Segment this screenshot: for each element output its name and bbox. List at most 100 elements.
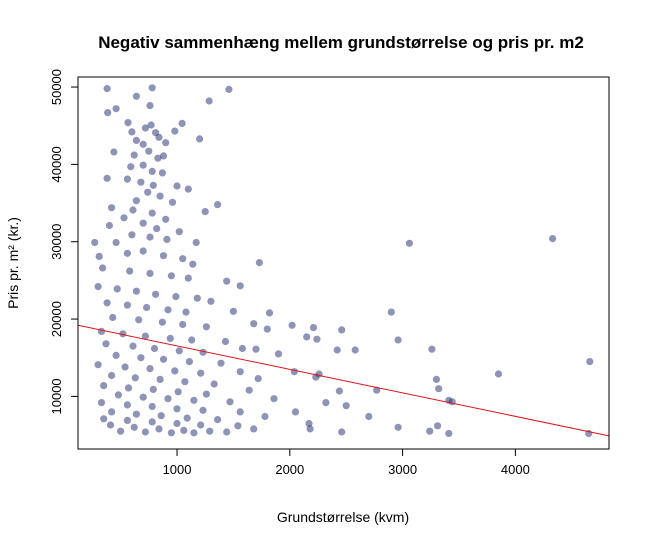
- data-point: [148, 167, 156, 175]
- data-point: [114, 391, 122, 399]
- data-point: [190, 396, 198, 404]
- y-tick-label: 30000: [49, 224, 64, 260]
- x-tick-label: 1000: [163, 462, 192, 477]
- data-point: [335, 387, 343, 395]
- data-point: [162, 215, 170, 223]
- data-point: [305, 419, 313, 428]
- data-point: [143, 303, 151, 312]
- data-point: [173, 182, 181, 190]
- data-point: [245, 386, 253, 394]
- data-point: [156, 192, 164, 200]
- data-point: [193, 294, 201, 302]
- data-point: [179, 255, 187, 263]
- data-point: [153, 225, 161, 233]
- data-point: [103, 299, 111, 307]
- data-point: [549, 235, 557, 243]
- data-point: [202, 323, 210, 331]
- data-point: [139, 393, 147, 401]
- data-point: [129, 206, 137, 214]
- x-axis: 1000 2000 3000 4000: [163, 448, 530, 477]
- data-point: [97, 327, 106, 335]
- data-point: [432, 375, 440, 383]
- data-point: [175, 228, 183, 236]
- data-point: [434, 422, 442, 430]
- data-point: [172, 293, 180, 301]
- data-point: [229, 307, 237, 315]
- data-point: [394, 336, 402, 344]
- data-point: [127, 163, 135, 171]
- data-point: [149, 385, 157, 393]
- data-point: [130, 423, 138, 431]
- data-point: [199, 406, 207, 414]
- data-point: [288, 321, 296, 329]
- data-point: [234, 422, 242, 430]
- data-point: [261, 412, 269, 421]
- data-point: [184, 185, 192, 193]
- data-point: [150, 344, 159, 353]
- data-point: [130, 151, 138, 159]
- data-point: [157, 412, 165, 420]
- data-point: [586, 358, 594, 366]
- data-point: [105, 221, 113, 230]
- data-point: [159, 252, 168, 260]
- data-point: [183, 414, 191, 422]
- data-point: [166, 334, 174, 342]
- data-point: [236, 368, 244, 376]
- data-point: [99, 264, 107, 272]
- data-point: [148, 418, 156, 426]
- data-point: [104, 109, 112, 117]
- data-point: [221, 337, 230, 346]
- data-point: [139, 247, 147, 255]
- data-point: [132, 136, 140, 144]
- data-point: [148, 402, 156, 411]
- data-point: [144, 188, 152, 196]
- data-point: [205, 97, 213, 105]
- data-point: [445, 429, 453, 438]
- data-point: [306, 425, 314, 433]
- data-point: [171, 127, 179, 135]
- data-point: [108, 371, 116, 380]
- x-tick-label: 3000: [388, 462, 417, 477]
- data-point: [313, 335, 321, 343]
- data-point: [163, 235, 171, 243]
- data-point: [250, 425, 258, 433]
- data-point: [100, 382, 108, 390]
- data-point: [223, 428, 231, 436]
- data-point: [206, 427, 214, 435]
- data-point: [139, 219, 147, 227]
- data-point: [210, 380, 218, 388]
- data-point: [126, 267, 134, 275]
- data-point: [265, 309, 274, 317]
- data-point: [274, 350, 283, 358]
- data-point: [141, 428, 149, 436]
- data-point: [373, 386, 381, 394]
- data-point: [164, 395, 172, 403]
- data-point: [236, 408, 244, 416]
- data-point: [137, 178, 145, 186]
- data-point: [117, 427, 125, 435]
- data-point: [141, 332, 149, 340]
- data-point: [97, 399, 106, 407]
- data-point: [94, 283, 102, 291]
- data-point: [148, 84, 156, 92]
- data-point: [148, 209, 156, 217]
- data-point: [110, 148, 118, 156]
- data-point: [158, 169, 166, 177]
- chart-title: Negativ sammenhæng mellem grundstørrelse…: [98, 33, 584, 52]
- data-point: [309, 324, 318, 332]
- data-point: [112, 351, 120, 359]
- data-point: [128, 231, 136, 239]
- data-point: [217, 359, 225, 367]
- data-point: [181, 378, 189, 386]
- data-point: [342, 402, 350, 410]
- data-point: [103, 85, 111, 93]
- data-point: [214, 416, 222, 424]
- data-point: [303, 333, 311, 341]
- x-tick-label: 2000: [275, 462, 304, 477]
- data-point: [131, 374, 139, 382]
- data-point: [106, 421, 115, 429]
- data-point: [405, 239, 413, 247]
- data-point: [202, 390, 210, 398]
- data-point: [182, 308, 190, 316]
- data-point: [146, 102, 154, 110]
